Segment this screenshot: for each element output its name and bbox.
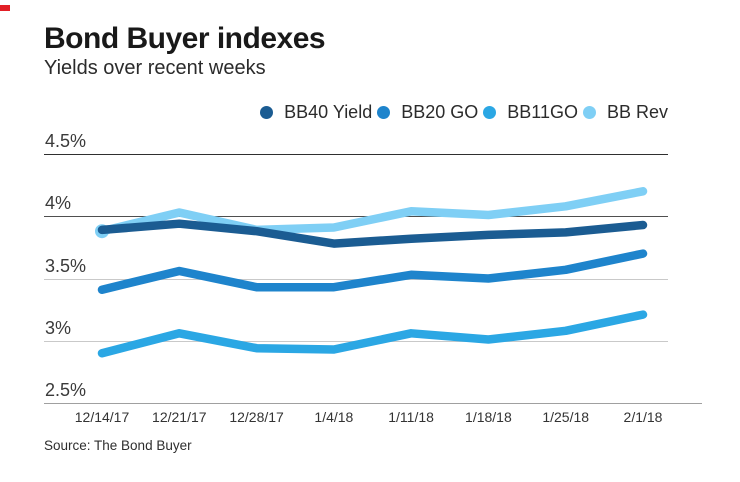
y-gridline: [44, 154, 668, 155]
legend: BB40 Yield BB20 GO BB11GO BB Rev: [44, 102, 668, 122]
x-tick-label: 1/25/18: [542, 409, 590, 425]
y-tick-label: 3%: [45, 318, 72, 338]
x-tick-label: 2/1/18: [623, 409, 663, 425]
legend-dot-icon: [260, 105, 274, 119]
legend-label: BB Rev: [606, 101, 668, 122]
legend-label: BB40 Yield: [284, 101, 373, 122]
y-tick-label: 4.5%: [45, 131, 87, 151]
legend-item: BB Rev: [582, 101, 668, 123]
legend-label: BB20 GO: [401, 101, 479, 122]
y-gridline: [44, 279, 668, 280]
series-line-bb20-go: [97, 249, 648, 294]
legend-dot-icon: [582, 105, 596, 119]
legend-item: BB11GO: [483, 102, 578, 123]
brand-accent-mark: [0, 5, 10, 11]
y-gridline: [44, 341, 668, 342]
legend-dot-icon: [377, 105, 391, 119]
page-title: Bond Buyer indexes: [44, 22, 326, 55]
legend-item: BB40 Yield: [260, 102, 372, 123]
legend-dot-icon: [483, 105, 497, 119]
y-gridline: [44, 216, 668, 217]
series-line-bb40-yield: [97, 219, 648, 248]
source-note: Source: The Bond Buyer: [44, 438, 192, 453]
series-start-marker: [95, 224, 109, 239]
x-tick-label: 12/28/17: [229, 409, 284, 425]
series-line-bb-rev: [97, 187, 648, 236]
legend-label: BB11GO: [507, 101, 578, 122]
x-tick-label: 1/11/18: [388, 409, 434, 425]
y-tick-label: 3.5%: [45, 256, 87, 276]
series-line-bb11go: [97, 310, 648, 358]
x-tick-label: 1/18/18: [465, 409, 512, 425]
y-tick-label: 2.5%: [45, 380, 87, 400]
legend-item: BB20 GO: [377, 102, 478, 123]
y-gridline: [44, 403, 702, 404]
page-subtitle: Yields over recent weeks: [44, 57, 266, 79]
x-tick-label: 12/14/17: [74, 409, 130, 425]
x-tick-label: 12/21/17: [152, 409, 207, 425]
x-tick-label: 1/4/18: [314, 409, 354, 425]
y-tick-label: 4%: [45, 193, 72, 213]
